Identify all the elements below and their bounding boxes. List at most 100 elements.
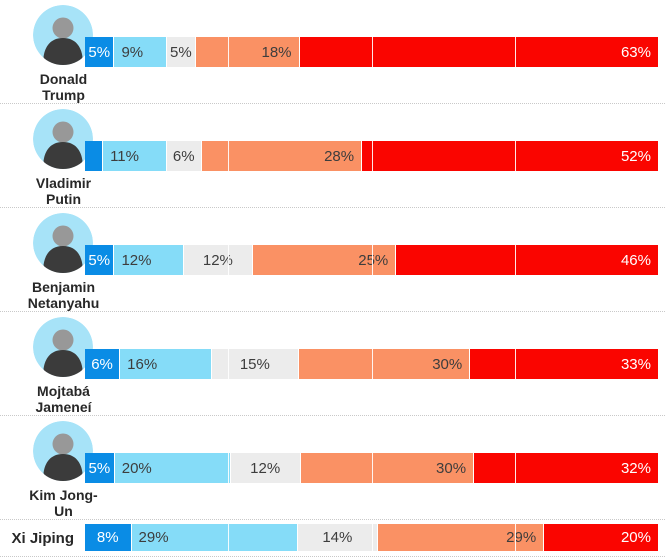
segment-value-label: 20% xyxy=(620,529,651,546)
leader-name: Mojtabá Jameneí xyxy=(0,383,127,415)
bar-segment-gray: 6% xyxy=(166,141,201,171)
leader-name-line: Kim Jong- xyxy=(29,487,98,503)
leader-name: Xi Jiping xyxy=(0,520,80,556)
bar-segment-gray: 5% xyxy=(166,37,196,67)
gridline-50 xyxy=(371,453,373,483)
leader-name: Vladimir Putin xyxy=(0,175,127,207)
segment-value-label: 29% xyxy=(506,529,537,546)
favorability-bar: 11% 6% 28% 52% xyxy=(85,141,658,171)
segment-value-label: 30% xyxy=(436,459,467,477)
leader-name-line: Un xyxy=(54,503,73,519)
person-photo-icon xyxy=(33,213,93,273)
leader-row: Donald Trump 5% 9% 5% 18% 63% xyxy=(0,0,665,104)
leader-name-line: Benjamin xyxy=(31,279,95,295)
leader-name: Kim Jong- Un xyxy=(0,487,127,519)
segment-value-label: 5% xyxy=(88,251,111,269)
segment-value-label: 52% xyxy=(620,147,651,165)
gridline-25 xyxy=(228,524,230,551)
leader-name-line: Jameneí xyxy=(35,399,92,415)
bar-segment-light-blue: 20% xyxy=(114,453,230,483)
leader-name-line: Netanyahu xyxy=(27,295,100,311)
gridline-25 xyxy=(228,37,230,67)
gridline-75 xyxy=(514,37,516,67)
person-photo-icon xyxy=(33,421,93,481)
segment-value-label: 9% xyxy=(121,43,144,61)
bar-segment-dark-blue: 5% xyxy=(85,453,114,483)
bar-segment-dark-blue: 6% xyxy=(85,349,120,379)
bar-segment-red: 32% xyxy=(474,453,658,483)
gridline-50 xyxy=(371,245,373,275)
gridline-75 xyxy=(514,453,516,483)
leader-name: Benjamin Netanyahu xyxy=(0,279,127,311)
segment-value-label: 28% xyxy=(324,147,355,165)
bar-segment-gray: 12% xyxy=(230,453,300,483)
gridline-25 xyxy=(228,245,230,275)
bar-segment-red: 20% xyxy=(544,524,658,551)
leader-row: Kim Jong- Un 5% 20% 12% 30% 32% xyxy=(0,416,665,520)
segment-value-label: 5% xyxy=(88,459,111,477)
segment-value-label: 18% xyxy=(261,43,292,61)
segment-value-label: 15% xyxy=(239,355,270,373)
bar-segment-dark-blue xyxy=(85,141,103,171)
bar-segment-light-blue: 16% xyxy=(120,349,212,379)
gridline-50 xyxy=(371,349,373,379)
favorability-bar: 5% 12% 12% 25% 46% xyxy=(85,245,658,275)
bar-segment-orange: 18% xyxy=(196,37,299,67)
segment-value-label: 20% xyxy=(121,459,152,477)
gridline-25 xyxy=(228,349,230,379)
bar-segment-orange: 30% xyxy=(298,349,470,379)
bar-segment-orange: 25% xyxy=(253,245,396,275)
leader-avatar xyxy=(33,213,93,273)
segment-value-label: 6% xyxy=(172,147,195,165)
segment-value-label: 14% xyxy=(322,529,353,546)
bar-segment-gray: 15% xyxy=(212,349,298,379)
gridline-75 xyxy=(514,349,516,379)
segment-value-label: 6% xyxy=(91,355,113,373)
gridline-50 xyxy=(371,141,373,171)
bar-segment-dark-blue: 8% xyxy=(85,524,131,551)
leader-row: Vladimir Putin 11% 6% 28% 52% xyxy=(0,104,665,208)
bar-segment-red: 46% xyxy=(396,245,658,275)
gridline-75 xyxy=(514,524,516,551)
segment-value-label: 32% xyxy=(620,459,651,477)
leader-avatar xyxy=(33,5,93,65)
gridline-50 xyxy=(371,524,373,551)
gridline-25 xyxy=(228,141,230,171)
bar-segment-dark-blue: 5% xyxy=(85,245,114,275)
segment-value-label: 8% xyxy=(96,529,119,546)
gridline-75 xyxy=(514,141,516,171)
favorability-bar: 5% 9% 5% 18% 63% xyxy=(85,37,658,67)
leader-row: Mojtabá Jameneí 6% 16% 15% 30% 33% xyxy=(0,312,665,416)
segment-value-label: 11% xyxy=(110,147,139,165)
leader-name-line: Vladimir xyxy=(35,175,92,191)
bar-segment-gray: 12% xyxy=(183,245,253,275)
bar-segment-orange: 30% xyxy=(300,453,474,483)
gridline-50 xyxy=(371,37,373,67)
leader-row: Benjamin Netanyahu 5% 12% 12% 25% 46% xyxy=(0,208,665,312)
leader-name-line: Xi Jiping xyxy=(11,529,74,547)
bar-segment-light-blue: 29% xyxy=(131,524,297,551)
bar-segment-light-blue: 11% xyxy=(103,141,166,171)
bar-segment-gray: 14% xyxy=(297,524,378,551)
gridline-75 xyxy=(514,245,516,275)
segment-value-label: 30% xyxy=(432,355,463,373)
segment-value-label: 29% xyxy=(138,529,169,546)
segment-value-label: 33% xyxy=(620,355,651,373)
person-photo-icon xyxy=(33,317,93,377)
person-photo-icon xyxy=(33,5,93,65)
segment-value-label: 12% xyxy=(121,251,152,269)
segment-value-label: 5% xyxy=(88,43,111,61)
bar-segment-red: 63% xyxy=(299,37,658,67)
bar-segment-orange: 29% xyxy=(378,524,544,551)
leader-name-line: Putin xyxy=(46,191,81,207)
segment-value-label: 12% xyxy=(202,251,233,269)
leader-name-line: Trump xyxy=(42,87,85,103)
leader-name-line: Donald xyxy=(39,71,88,87)
segment-value-label: 16% xyxy=(127,355,158,373)
favorability-bar: 8% 29% 14% 29% 20% xyxy=(85,524,658,551)
leader-avatar xyxy=(33,317,93,377)
segment-value-label: 25% xyxy=(358,251,389,269)
bar-segment-red: 52% xyxy=(362,141,658,171)
leader-name-line: Mojtabá xyxy=(37,383,90,399)
